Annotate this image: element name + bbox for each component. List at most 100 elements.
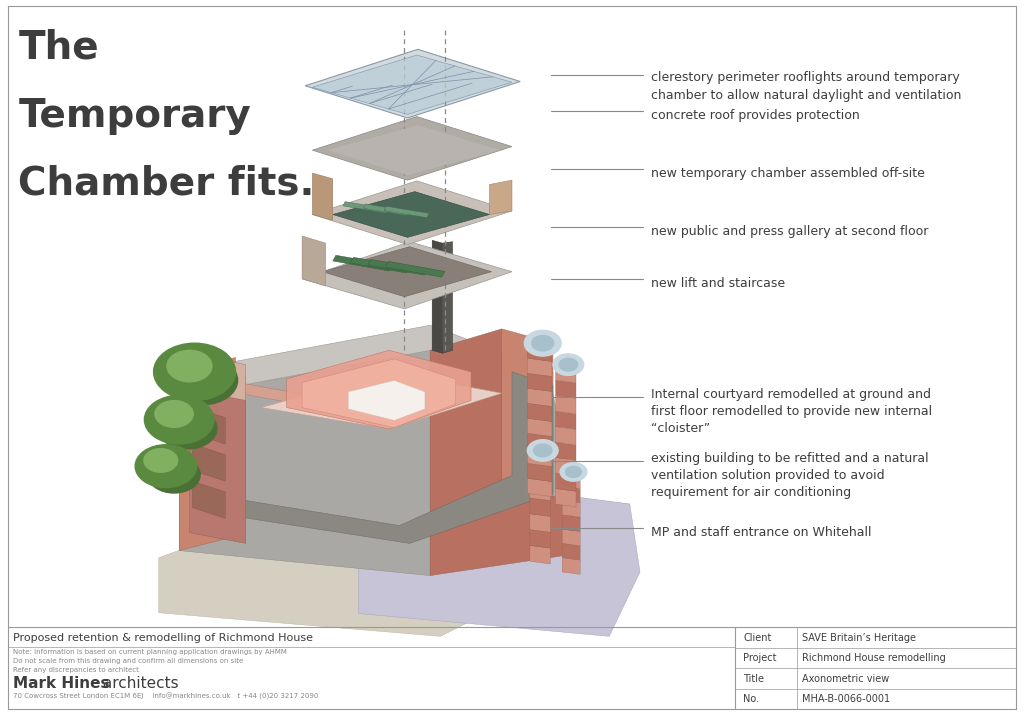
Polygon shape xyxy=(530,546,551,564)
Text: Chamber fits.: Chamber fits. xyxy=(18,164,314,202)
Text: No.: No. xyxy=(743,694,760,704)
Polygon shape xyxy=(179,350,573,576)
Circle shape xyxy=(135,445,197,488)
Polygon shape xyxy=(527,463,552,482)
Text: SAVE Britain’s Heritage: SAVE Britain’s Heritage xyxy=(802,633,915,643)
Polygon shape xyxy=(562,529,581,546)
Polygon shape xyxy=(562,486,581,503)
Polygon shape xyxy=(312,55,512,114)
Polygon shape xyxy=(305,49,520,118)
Text: Proposed retention & remodelling of Richmond House: Proposed retention & remodelling of Rich… xyxy=(13,633,313,643)
Polygon shape xyxy=(527,358,552,376)
Polygon shape xyxy=(302,359,456,428)
Text: Refer any discrepancies to architect: Refer any discrepancies to architect xyxy=(13,666,139,673)
Text: Do not scale from this drawing and confirm all dimensions on site: Do not scale from this drawing and confi… xyxy=(13,658,244,664)
Polygon shape xyxy=(189,354,246,400)
Polygon shape xyxy=(432,240,442,353)
Polygon shape xyxy=(530,482,551,500)
Circle shape xyxy=(553,354,584,375)
Text: Title: Title xyxy=(743,674,765,684)
Circle shape xyxy=(527,440,558,461)
Text: Richmond House remodelling: Richmond House remodelling xyxy=(802,653,945,663)
Polygon shape xyxy=(328,125,500,175)
Polygon shape xyxy=(302,242,512,309)
Polygon shape xyxy=(527,388,552,406)
Polygon shape xyxy=(527,418,552,436)
Circle shape xyxy=(524,330,561,356)
Circle shape xyxy=(154,343,236,400)
Polygon shape xyxy=(502,329,553,500)
Polygon shape xyxy=(556,442,575,460)
Polygon shape xyxy=(358,479,640,636)
Polygon shape xyxy=(323,247,492,297)
Polygon shape xyxy=(189,390,246,543)
Polygon shape xyxy=(261,372,502,429)
Text: Note: information is based on current planning application drawings by AHMM: Note: information is based on current pl… xyxy=(13,649,287,656)
Circle shape xyxy=(531,335,554,351)
Polygon shape xyxy=(312,181,512,245)
Text: existing building to be refitted and a natural
ventilation solution provided to : existing building to be refitted and a n… xyxy=(651,452,929,499)
Polygon shape xyxy=(556,395,575,414)
Polygon shape xyxy=(159,475,630,636)
Polygon shape xyxy=(530,514,551,532)
Polygon shape xyxy=(556,380,575,398)
Circle shape xyxy=(148,457,201,493)
Polygon shape xyxy=(430,329,573,576)
Text: Mark Hines: Mark Hines xyxy=(13,676,110,691)
Polygon shape xyxy=(442,242,453,353)
Circle shape xyxy=(155,400,194,428)
Text: Internal courtyard remodelled at ground and
first floor remodelled to provide ne: Internal courtyard remodelled at ground … xyxy=(651,388,933,435)
Polygon shape xyxy=(527,433,552,452)
Circle shape xyxy=(559,358,578,371)
Polygon shape xyxy=(556,473,575,491)
Text: Project: Project xyxy=(743,653,777,663)
Polygon shape xyxy=(556,427,575,445)
Polygon shape xyxy=(527,373,552,392)
Polygon shape xyxy=(384,206,429,217)
Polygon shape xyxy=(385,262,444,277)
Polygon shape xyxy=(179,358,236,551)
Polygon shape xyxy=(562,500,581,517)
Polygon shape xyxy=(364,204,409,215)
Polygon shape xyxy=(189,372,553,543)
Text: Axonometric view: Axonometric view xyxy=(802,674,889,684)
Polygon shape xyxy=(193,407,225,444)
Polygon shape xyxy=(350,257,410,273)
Polygon shape xyxy=(368,260,427,275)
Polygon shape xyxy=(179,372,317,408)
Circle shape xyxy=(158,408,217,449)
Polygon shape xyxy=(530,450,551,469)
Polygon shape xyxy=(348,380,425,420)
Polygon shape xyxy=(527,478,552,496)
Polygon shape xyxy=(312,117,512,180)
Polygon shape xyxy=(530,466,551,485)
Text: MP and staff entrance on Whitehall: MP and staff entrance on Whitehall xyxy=(651,526,871,538)
Polygon shape xyxy=(193,444,225,481)
Text: Temporary: Temporary xyxy=(18,97,251,134)
Polygon shape xyxy=(556,411,575,429)
Polygon shape xyxy=(312,173,333,220)
Polygon shape xyxy=(527,403,552,421)
Polygon shape xyxy=(556,458,575,475)
Polygon shape xyxy=(343,202,388,213)
Circle shape xyxy=(144,395,214,444)
Text: clerestory perimeter rooflights around temporary
chamber to allow natural daylig: clerestory perimeter rooflights around t… xyxy=(651,72,962,102)
Text: new public and press gallery at second floor: new public and press gallery at second f… xyxy=(651,225,929,238)
Polygon shape xyxy=(302,236,326,286)
Polygon shape xyxy=(556,488,575,507)
Circle shape xyxy=(167,350,212,382)
Polygon shape xyxy=(562,543,581,560)
Polygon shape xyxy=(527,343,552,362)
Text: new lift and staircase: new lift and staircase xyxy=(651,277,785,290)
Polygon shape xyxy=(527,448,552,467)
Text: The: The xyxy=(18,29,99,66)
Polygon shape xyxy=(489,180,512,214)
Circle shape xyxy=(565,466,582,478)
Text: 70 Cowcross Street London EC1M 6EJ    info@markhines.co.uk   t +44 (0)20 3217 20: 70 Cowcross Street London EC1M 6EJ info@… xyxy=(13,693,318,700)
Circle shape xyxy=(560,463,587,481)
Polygon shape xyxy=(333,255,392,271)
Polygon shape xyxy=(562,558,581,574)
Polygon shape xyxy=(562,515,581,531)
Text: MHA-B-0066-0001: MHA-B-0066-0001 xyxy=(802,694,890,704)
Circle shape xyxy=(143,449,178,473)
